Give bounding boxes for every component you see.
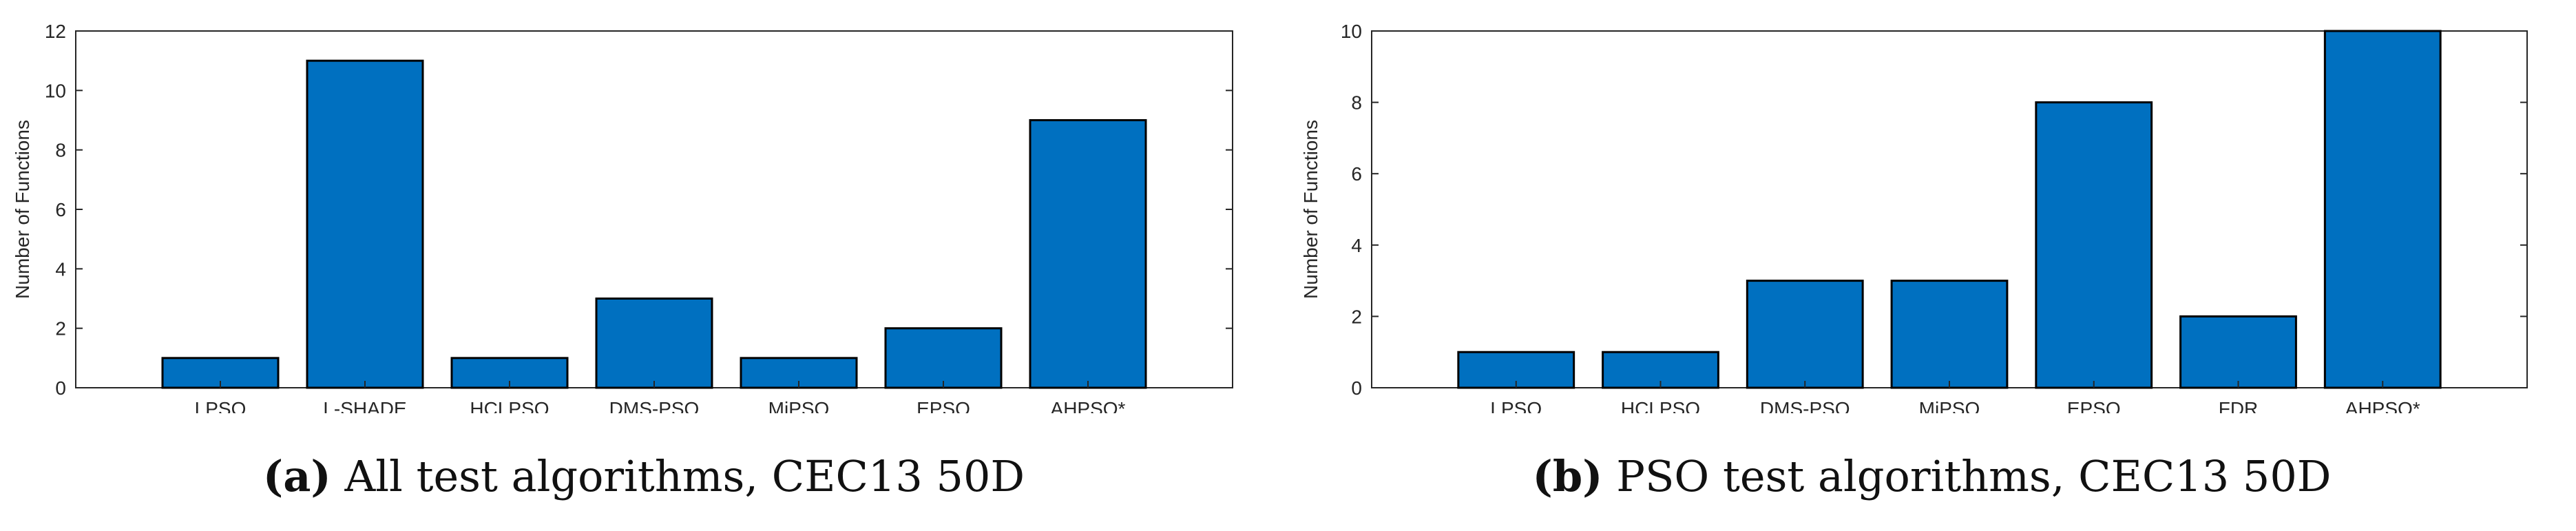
- x-tick-label: HCLPSO: [1621, 398, 1700, 413]
- caption-a: (a) All test algorithms, CEC13 50D: [0, 451, 1288, 501]
- y-tick-label: 0: [1351, 377, 1362, 399]
- bar-epso: [884, 327, 1003, 389]
- caption-a-text: All test algorithms, CEC13 50D: [344, 451, 1025, 501]
- caption-b-text: PSO test algorithms, CEC13 50D: [1616, 451, 2332, 501]
- y-tick-label: 8: [1351, 92, 1362, 114]
- x-tick-label: L-SHADE: [323, 398, 406, 413]
- bar-l-shade: [306, 59, 424, 389]
- x-tick-label: MiPSO: [768, 398, 830, 413]
- bar-ahpso-: [2323, 30, 2442, 389]
- y-tick-label: 4: [55, 258, 66, 280]
- bar-chart-a: 0 2 4 6 8 10 12 Number of Functions LPSO L-SHADE H…: [12, 21, 1233, 413]
- chart-panel-a: 0 2 4 6 8 10 12 Number of Functions LPSO L-SHADE H…: [0, 21, 1288, 501]
- y-tick-label: 6: [55, 199, 66, 220]
- y-axis-label: Number of Functions: [12, 120, 33, 299]
- caption-a-tag: (a): [262, 451, 331, 501]
- x-tick-label: DMS-PSO: [609, 398, 700, 413]
- x-tick-label: EPSO: [917, 398, 970, 413]
- y-tick-label: 2: [55, 318, 66, 340]
- chart-panel-b: 0 2 4 6 8 10 Number of Functions LPSO HCLPSO DMS-…: [1288, 0, 2576, 531]
- x-tick-label: LPSO: [195, 398, 247, 413]
- bar-ahpso-: [1029, 119, 1147, 389]
- bar-fdr: [2179, 315, 2297, 389]
- y-tick-label: 0: [55, 377, 66, 399]
- y-tick-label: 10: [1341, 21, 1362, 42]
- bar-dms-pso: [1746, 280, 1864, 389]
- y-axis-label: Number of Functions: [1300, 120, 1321, 299]
- x-tick-label: EPSO: [2067, 398, 2121, 413]
- bar-dms-pso: [595, 298, 713, 389]
- bar-chart-b: 0 2 4 6 8 10 Number of Functions LPSO HCLPSO DMS-…: [1300, 21, 2528, 413]
- x-tick-label: FDR: [2219, 398, 2259, 413]
- x-tick-label: MiPSO: [1919, 398, 1980, 413]
- caption-b-tag: (b): [1532, 451, 1603, 501]
- x-tick-label: HCLPSO: [470, 398, 549, 413]
- x-tick-label: AHPSO*: [1051, 398, 1126, 413]
- x-tick-label: DMS-PSO: [1760, 398, 1850, 413]
- x-tick-label: LPSO: [1490, 398, 1542, 413]
- caption-b: (b) PSO test algorithms, CEC13 50D: [1288, 451, 2576, 501]
- bar-epso: [2035, 101, 2153, 389]
- y-tick-label: 8: [55, 140, 66, 161]
- bar-mipso: [1890, 280, 2009, 389]
- y-tick-label: 2: [1351, 306, 1362, 327]
- y-tick-label: 6: [1351, 163, 1362, 185]
- y-tick-label: 4: [1351, 235, 1362, 256]
- y-tick-label: 10: [45, 80, 66, 101]
- y-tick-label: 12: [45, 21, 66, 42]
- x-tick-label: AHPSO*: [2345, 398, 2420, 413]
